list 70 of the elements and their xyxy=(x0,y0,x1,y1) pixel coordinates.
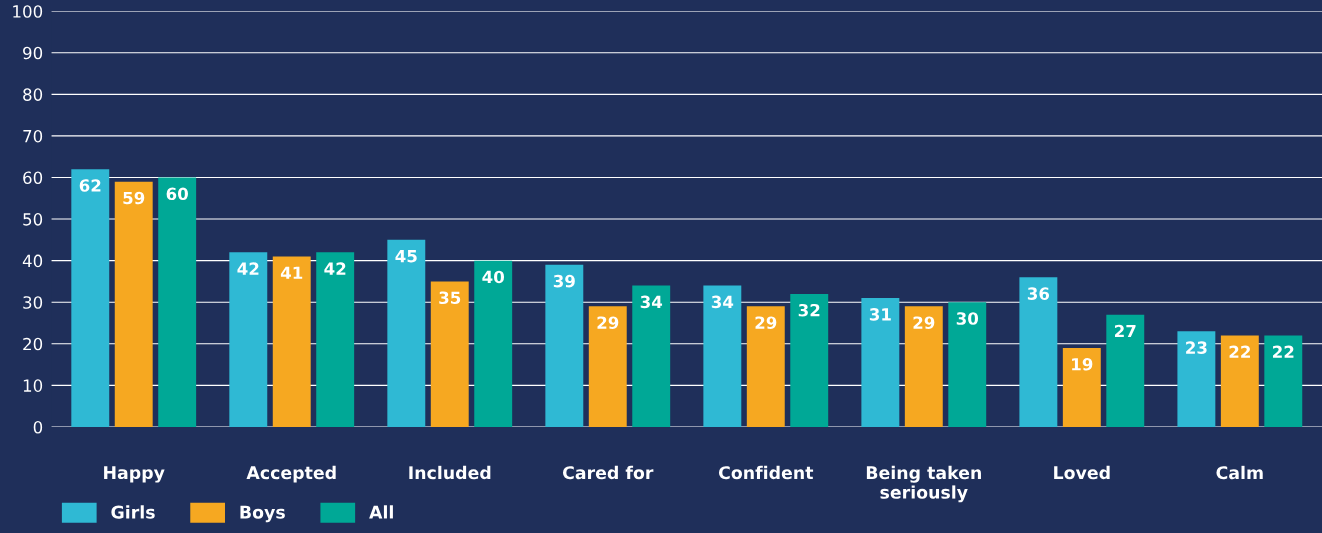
y-tick-label: 90 xyxy=(23,46,43,60)
x-tick-label: Confident xyxy=(718,465,814,480)
data-label: 41 xyxy=(280,266,303,279)
y-tick-label: 0 xyxy=(33,420,43,434)
bar xyxy=(229,252,268,427)
data-label: 34 xyxy=(711,295,734,309)
data-label: 29 xyxy=(597,316,619,329)
data-label: 40 xyxy=(482,270,505,284)
bar xyxy=(904,306,943,427)
x-tick-label: Loved xyxy=(1054,465,1110,480)
data-label: 30 xyxy=(956,312,979,325)
legend-label: Boys xyxy=(240,505,285,523)
y-tick-label: 80 xyxy=(23,88,43,101)
x-tick-label: Happy xyxy=(104,466,165,483)
y-tick-label: 100 xyxy=(13,5,43,18)
bar xyxy=(387,239,426,427)
data-label: 27 xyxy=(1114,324,1136,338)
bar xyxy=(632,285,671,427)
data-label: 31 xyxy=(869,308,891,321)
y-tick-label: 50 xyxy=(23,213,43,226)
bar xyxy=(1220,335,1259,427)
bar xyxy=(948,302,987,427)
bar xyxy=(114,181,153,427)
data-label: 42 xyxy=(324,262,346,275)
bar xyxy=(1062,347,1101,427)
legend-label: Girls xyxy=(111,505,155,519)
bar xyxy=(1264,335,1303,427)
legend-label: All xyxy=(369,505,393,519)
y-tick-label: 30 xyxy=(23,296,43,309)
bar xyxy=(1106,314,1145,427)
data-label: 22 xyxy=(1273,345,1294,358)
x-tick-label: Being taken seriously xyxy=(866,465,981,503)
bar xyxy=(1019,277,1058,427)
bar xyxy=(746,306,785,427)
y-tick-label: 60 xyxy=(23,171,43,185)
data-label: 23 xyxy=(1186,341,1207,354)
data-label: 19 xyxy=(1072,357,1093,371)
bar xyxy=(474,260,513,427)
x-tick-label: Cared for xyxy=(562,465,654,480)
bar xyxy=(158,177,197,427)
bar xyxy=(545,264,584,427)
data-label: 60 xyxy=(166,187,188,201)
x-tick-label: Calm xyxy=(1216,465,1263,480)
data-label: 34 xyxy=(640,295,663,309)
x-tick-label: Included xyxy=(409,465,491,480)
data-label: 39 xyxy=(553,274,575,288)
bar xyxy=(316,252,355,427)
y-tick-label: 20 xyxy=(23,337,43,351)
data-label: 45 xyxy=(395,250,417,263)
bar xyxy=(1177,331,1216,427)
data-label: 29 xyxy=(913,316,935,329)
bar xyxy=(790,293,829,427)
x-tick-label: Accepted xyxy=(246,465,336,483)
data-label: 35 xyxy=(439,291,461,305)
data-label: 62 xyxy=(79,179,101,192)
bar xyxy=(588,306,627,427)
y-tick-label: 10 xyxy=(23,379,43,392)
bar xyxy=(430,281,469,427)
bar xyxy=(71,169,110,427)
data-label: 36 xyxy=(1027,287,1050,300)
data-label: 29 xyxy=(755,316,777,329)
data-label: 22 xyxy=(1229,345,1250,358)
data-label: 32 xyxy=(798,303,820,317)
y-tick-label: 70 xyxy=(23,129,43,143)
data-label: 42 xyxy=(237,262,259,275)
y-tick-label: 40 xyxy=(22,254,43,268)
bar xyxy=(861,298,900,427)
bar xyxy=(272,256,311,427)
data-label: 59 xyxy=(123,191,145,205)
bar xyxy=(703,285,742,427)
